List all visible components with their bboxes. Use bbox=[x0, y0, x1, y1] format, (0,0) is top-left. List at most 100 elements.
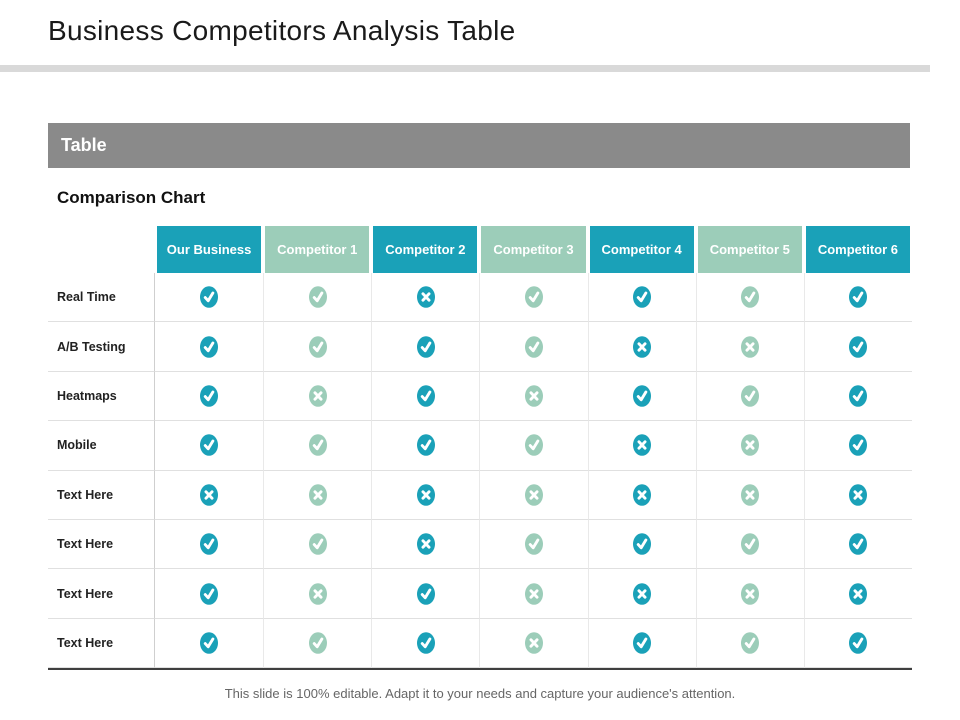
table-cell bbox=[155, 322, 264, 372]
table-cell bbox=[803, 322, 912, 372]
slide-title: Business Competitors Analysis Table bbox=[48, 15, 516, 46]
section-header-label: Table bbox=[61, 135, 107, 155]
cross-icon bbox=[524, 385, 543, 407]
check-icon bbox=[200, 434, 219, 457]
column-header-competitor-2: Competitor 2 bbox=[371, 226, 480, 273]
table-cell bbox=[371, 421, 480, 471]
table-cell bbox=[263, 371, 372, 422]
cross-icon bbox=[741, 434, 760, 457]
cross-icon bbox=[524, 582, 543, 605]
column-header-competitor-5: Competitor 5 bbox=[695, 226, 804, 273]
cross-icon bbox=[849, 483, 868, 506]
check-icon bbox=[308, 632, 327, 654]
table-cell bbox=[155, 619, 264, 669]
table-cell bbox=[479, 273, 588, 323]
table-cell bbox=[587, 421, 696, 471]
check-icon bbox=[200, 385, 219, 407]
table-row-0: Real Time bbox=[48, 273, 912, 323]
check-icon bbox=[524, 286, 543, 308]
table-cell bbox=[155, 372, 264, 422]
cross-icon bbox=[741, 582, 760, 605]
check-icon bbox=[849, 385, 868, 407]
header-spacer bbox=[48, 226, 155, 273]
table-row-5: Text Here bbox=[48, 519, 912, 570]
table-cell bbox=[263, 421, 372, 471]
table-bottom-rule bbox=[48, 667, 912, 671]
table-cell bbox=[263, 519, 372, 570]
row-label: Mobile bbox=[48, 421, 155, 471]
check-icon bbox=[849, 335, 868, 358]
cross-icon bbox=[741, 483, 760, 506]
check-icon bbox=[849, 533, 868, 555]
table-cell bbox=[587, 273, 696, 323]
table-cell bbox=[587, 618, 696, 669]
table-cell bbox=[587, 322, 696, 372]
table-cell bbox=[479, 470, 588, 520]
cross-icon bbox=[200, 483, 219, 506]
cross-icon bbox=[416, 533, 435, 555]
check-icon bbox=[416, 582, 435, 605]
cross-icon bbox=[849, 582, 868, 605]
table-cell bbox=[371, 371, 480, 422]
check-icon bbox=[308, 286, 327, 308]
row-label: Text Here bbox=[48, 618, 155, 669]
table-cell bbox=[263, 569, 372, 619]
cross-icon bbox=[308, 483, 327, 506]
table-cell bbox=[803, 273, 912, 323]
cross-icon bbox=[741, 335, 760, 358]
table-cell bbox=[371, 470, 480, 520]
table-cell bbox=[479, 569, 588, 619]
table-cell bbox=[155, 520, 264, 570]
table-cell bbox=[479, 322, 588, 372]
table-row-1: A/B Testing bbox=[48, 322, 912, 372]
check-icon bbox=[416, 434, 435, 457]
table-cell bbox=[803, 470, 912, 520]
table-cell bbox=[479, 421, 588, 471]
cross-icon bbox=[633, 434, 652, 457]
check-icon bbox=[849, 632, 868, 654]
check-icon bbox=[849, 434, 868, 457]
check-icon bbox=[416, 632, 435, 654]
table-header-row: Our Business Competitor 1 Competitor 2 Comp… bbox=[48, 226, 912, 273]
row-label: Text Here bbox=[48, 470, 155, 520]
check-icon bbox=[741, 632, 760, 654]
table-cell bbox=[695, 273, 804, 323]
check-icon bbox=[200, 582, 219, 605]
table-cell bbox=[155, 273, 264, 323]
footer-note: This slide is 100% editable. Adapt it to… bbox=[224, 686, 736, 701]
check-icon bbox=[308, 335, 327, 358]
check-icon bbox=[200, 335, 219, 358]
table-cell bbox=[695, 569, 804, 619]
check-icon bbox=[741, 533, 760, 555]
check-icon bbox=[741, 385, 760, 407]
table-cell bbox=[263, 322, 372, 372]
check-icon bbox=[633, 632, 652, 654]
table-cell bbox=[263, 273, 372, 323]
table-cell bbox=[587, 371, 696, 422]
table-cell bbox=[371, 273, 480, 323]
check-icon bbox=[524, 533, 543, 555]
table-cell bbox=[803, 371, 912, 422]
table-cell bbox=[371, 519, 480, 570]
check-icon bbox=[633, 385, 652, 407]
check-icon bbox=[200, 632, 219, 654]
table-cell bbox=[371, 569, 480, 619]
check-icon bbox=[308, 533, 327, 555]
table-row-4: Text Here bbox=[48, 470, 912, 520]
table-cell bbox=[803, 421, 912, 471]
table-cell bbox=[371, 322, 480, 372]
column-header-competitor-6: Competitor 6 bbox=[803, 226, 912, 273]
check-icon bbox=[200, 533, 219, 555]
cross-icon bbox=[416, 286, 435, 308]
cross-icon bbox=[524, 483, 543, 506]
title-divider bbox=[0, 65, 930, 72]
table-cell bbox=[479, 519, 588, 570]
table-cell bbox=[263, 618, 372, 669]
check-icon bbox=[741, 286, 760, 308]
check-icon bbox=[633, 533, 652, 555]
table-row-7: Text Here bbox=[48, 618, 912, 669]
table-body: Real Time A/B Testing Heatmaps Mobile Text H… bbox=[48, 273, 912, 669]
cross-icon bbox=[633, 483, 652, 506]
row-label: Text Here bbox=[48, 569, 155, 619]
